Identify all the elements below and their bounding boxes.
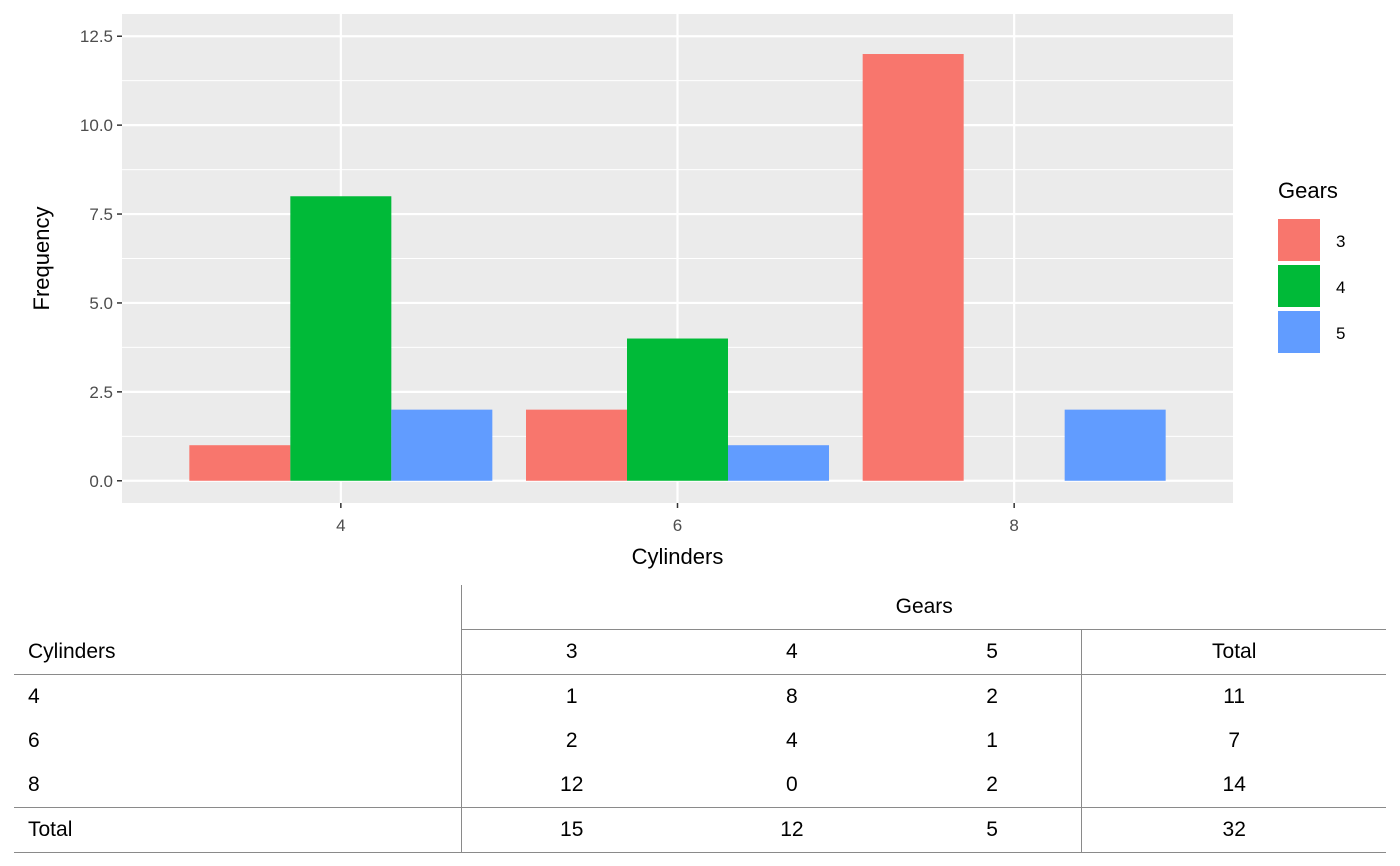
row-label-total: Total	[28, 818, 73, 841]
y-tick-label: 5.0	[89, 294, 113, 313]
table-cell: 5	[986, 818, 998, 841]
bar	[627, 338, 728, 481]
y-tick-label: 2.5	[89, 383, 113, 402]
table-cell-grand-total: 32	[1081, 807, 1386, 853]
table-cell-total: 7	[1081, 719, 1386, 763]
table-cell-total: 14	[1081, 763, 1386, 808]
table-cell: 4	[786, 729, 798, 752]
bar	[526, 409, 627, 481]
table-cell: 8	[786, 685, 798, 708]
row-label: 8	[28, 773, 40, 796]
row-label: 4	[28, 685, 40, 708]
legend-key	[1278, 219, 1320, 261]
col-header: 3	[461, 629, 682, 675]
table-cell: 12	[780, 818, 804, 841]
chart-svg: 0.0 2.5 5.0 7.5 10.0 12.5 4 6 8 Cylinders Frequenc…	[29, 14, 1345, 569]
bar	[189, 445, 291, 481]
table-cell: 1	[986, 729, 998, 752]
y-tick-label: 12.5	[80, 27, 113, 46]
table-cell: 2	[461, 719, 682, 763]
row-header-cylinders: Cylinders	[28, 639, 116, 663]
table-cell: 15	[461, 807, 682, 853]
legend-label: 4	[1336, 278, 1345, 297]
legend-key	[1278, 311, 1320, 353]
table-cell: 12	[461, 763, 682, 808]
legend-label: 3	[1336, 232, 1345, 251]
table-cell: 2	[986, 773, 998, 796]
col-header-total: Total	[1081, 629, 1386, 675]
y-axis-title: Frequency	[29, 207, 54, 311]
bar-chart: 0.0 2.5 5.0 7.5 10.0 12.5 4 6 8 Cylinders Frequenc…	[29, 14, 1345, 569]
table-cell: 2	[986, 685, 998, 708]
x-tick-label: 6	[673, 516, 682, 535]
crosstab-table: Gears Cylinders 3 4 5 Total 4 1 8 2 11 6…	[14, 585, 1386, 853]
col-header: 4	[786, 640, 798, 663]
legend-label: 5	[1336, 324, 1345, 343]
legend-key	[1278, 265, 1320, 307]
table-cell: 0	[786, 773, 798, 796]
col-header: 5	[986, 640, 998, 663]
spanner-gears: Gears	[461, 585, 1386, 630]
table-corner	[14, 585, 462, 630]
bar	[862, 54, 964, 481]
bar	[290, 196, 392, 481]
table-row: 4 1 8 2 11	[14, 674, 1386, 719]
table-row: 6 2 4 1 7	[14, 719, 1386, 763]
table-cell-total: 11	[1081, 674, 1386, 719]
table-row: 8 12 0 2 14	[14, 763, 1386, 808]
legend-title: Gears	[1278, 178, 1338, 203]
y-tick-label: 7.5	[89, 205, 113, 224]
y-tick-label: 10.0	[80, 116, 113, 135]
bar	[391, 409, 493, 481]
y-tick-label: 0.0	[89, 472, 113, 491]
table-row-total: Total 15 12 5 32	[14, 807, 1386, 853]
x-tick-label: 4	[336, 516, 345, 535]
bar	[1064, 409, 1166, 481]
bar	[728, 445, 829, 481]
table-cell: 1	[461, 674, 682, 719]
row-label: 6	[28, 729, 40, 752]
x-tick-label: 8	[1009, 516, 1018, 535]
x-axis-title: Cylinders	[632, 544, 724, 569]
